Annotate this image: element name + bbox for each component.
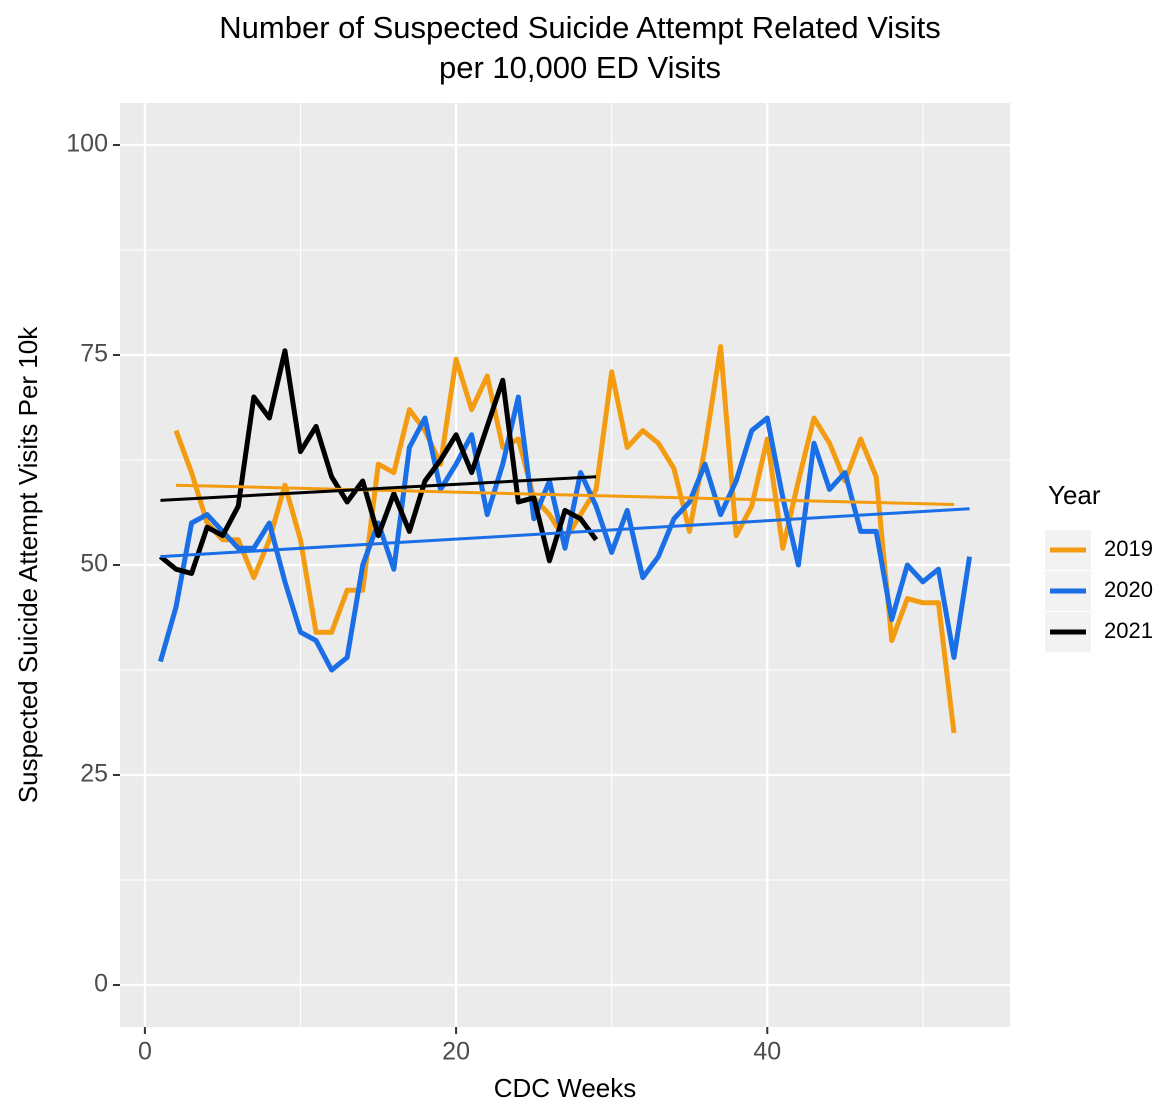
y-axis-label: Suspected Suicide Attempt Visits Per 10k: [13, 326, 43, 803]
legend-title: Year: [1048, 480, 1101, 510]
chart-title: per 10,000 ED Visits: [439, 50, 721, 85]
legend-label: 2020: [1104, 577, 1153, 602]
x-axis-label: CDC Weeks: [494, 1073, 637, 1103]
legend-label: 2019: [1104, 536, 1153, 561]
trend-line: [175, 483, 955, 507]
trend-line: [160, 507, 970, 559]
y-tick-label: 75: [80, 340, 108, 368]
y-tick-label: 0: [94, 970, 108, 998]
series-line: [158, 348, 599, 576]
x-tick-label: 0: [138, 1038, 152, 1066]
grid: [120, 103, 1010, 1027]
legend-label: 2021: [1104, 618, 1153, 643]
series-line: [158, 394, 973, 673]
y-tick-label: 50: [80, 550, 108, 578]
trend-line: [160, 475, 597, 502]
chart-title: Number of Suspected Suicide Attempt Rela…: [219, 10, 940, 45]
y-tick-label: 100: [66, 130, 108, 158]
x-tick-label: 20: [442, 1038, 470, 1066]
y-tick-label: 25: [80, 760, 108, 788]
marks: [158, 344, 973, 734]
x-tick-label: 40: [753, 1038, 781, 1066]
